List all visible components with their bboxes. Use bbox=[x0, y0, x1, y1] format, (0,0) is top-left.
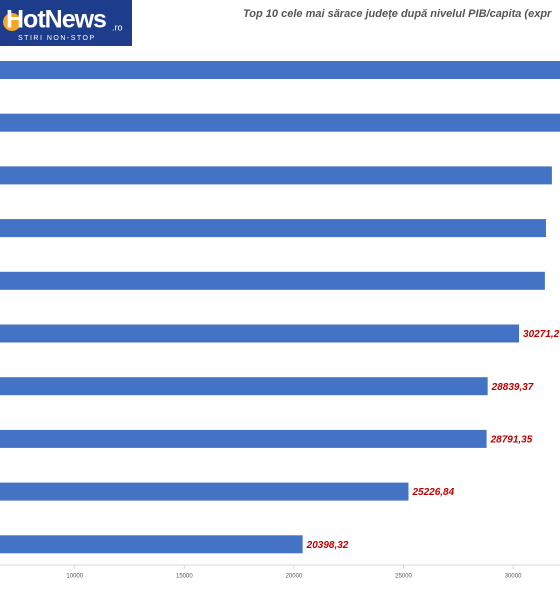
bar bbox=[0, 429, 487, 448]
bar bbox=[0, 166, 552, 185]
value-label: 30271,2 bbox=[523, 329, 560, 340]
value-label: 25226,84 bbox=[411, 487, 454, 498]
x-tick-label: 30000 bbox=[505, 574, 522, 580]
bar bbox=[0, 271, 545, 290]
logo-suffix: .ro bbox=[112, 22, 123, 32]
bar bbox=[0, 219, 546, 238]
logo-text: HotNews bbox=[6, 6, 106, 34]
logo-tagline: STIRI NON-STOP bbox=[18, 35, 96, 42]
value-label: 28839,37 bbox=[491, 382, 534, 393]
bar bbox=[0, 535, 303, 554]
x-tick-label: 10000 bbox=[66, 574, 83, 580]
bar bbox=[0, 482, 409, 501]
x-tick-label: 15000 bbox=[176, 574, 193, 580]
bar bbox=[0, 377, 488, 396]
bar bbox=[0, 324, 520, 343]
value-label: 28791,35 bbox=[490, 435, 533, 446]
chart-title: Top 10 cele mai sărace județe după nivel… bbox=[243, 8, 552, 20]
bar bbox=[0, 113, 560, 132]
logo-icon bbox=[3, 13, 21, 31]
x-tick-label: 25000 bbox=[395, 574, 412, 580]
value-label: 20398,32 bbox=[306, 540, 349, 551]
logo-box bbox=[0, 0, 132, 46]
x-tick-label: 20000 bbox=[286, 574, 303, 580]
bar bbox=[0, 61, 560, 79]
